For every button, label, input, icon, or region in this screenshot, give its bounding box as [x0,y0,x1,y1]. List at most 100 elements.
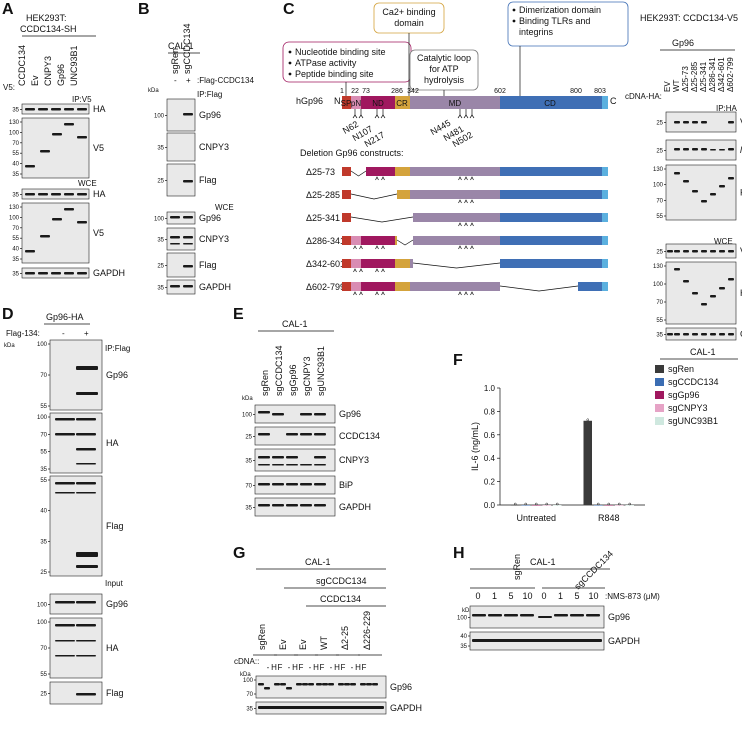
panel-d-band [76,392,98,395]
data-point [586,418,589,422]
panel-c2-antibody-label: V5 [740,117,742,127]
panel-g-kda: kDa [240,672,251,678]
panel-e-kda: kDa [242,396,253,402]
panel-g-band [350,683,356,686]
construct-segment [500,259,602,268]
panel-d-mw-tick: 100 [37,620,48,626]
panel-b-mw-tick: 100 [154,217,165,223]
callout-binding-line: Nucleotide binding site [295,47,386,57]
position-label: 602 [494,88,506,95]
panel-e-band [314,413,326,416]
panel-d-flag-prefix: Flag-134: [6,329,40,338]
panel-a-mw-tick: 130 [9,120,20,126]
panel-h-dose: 1 [558,591,563,601]
panel-a-band [51,108,61,111]
panel-g-band [360,683,366,686]
panel-c2-band [719,185,725,188]
construct-segment [602,282,608,291]
panel-h-band [504,614,518,617]
panel-d-band [76,601,96,604]
y-tick-label: 0.4 [484,454,496,463]
legend-title: CAL-1 [690,347,716,357]
construct-label: Δ25-73 [306,167,335,177]
construct-segment [395,167,410,176]
panel-c2-band [719,333,725,336]
panel-e-letter: E [233,306,244,323]
panel-g-group-label: Δ2-25 [340,626,350,650]
data-point [514,502,517,506]
panel-h-groups: sgRen sgCCDC134 [470,549,615,591]
glyco-mark-icon [381,268,385,273]
panel-a-band [77,108,87,111]
legend-swatch [655,417,664,425]
callout-dimer-line: Dimerization domain [519,5,601,15]
bullet-icon [512,8,516,12]
panel-a-mw-tick: 35 [12,193,19,199]
construct-segment [342,167,351,176]
panel-c2-band [728,333,734,336]
construct-segment [361,282,395,291]
panel-g-hf-label: H [292,663,298,672]
panel-a-mw-tick: 35 [12,272,19,278]
glyco-mark-icon [359,268,363,273]
panel-a-blot [21,202,90,264]
position-label: 342 [407,88,419,95]
domain-pn [351,96,361,109]
panel-g-mw-tick: 35 [246,707,253,713]
data-point [556,502,559,506]
construct-label: Δ25-285 [306,190,340,200]
panel-c2-blots: 25 V5 25 long exp. 130 100 70 55 HA 25 V5 130 100 70 5… [653,111,742,341]
panel-d-band [76,640,96,642]
panel-g-letter: G [233,545,245,562]
panel-h-band [554,614,568,617]
panel-a-lane-label: UNC93B1 [69,45,79,86]
panel-b-band [170,243,180,245]
panel-a-band [38,193,48,196]
domain-label: SP [341,99,352,108]
panel-a-band [64,123,74,126]
glyco-mark-icon [358,114,364,119]
panel-c2-mw-tick: 25 [656,149,663,155]
panel-b-antibody-label: Gp96 [199,110,221,120]
panel-e-band [314,433,326,436]
deletion-constructs: Δ25-73 Δ25-285 Δ25-341 Δ286-341 Δ342-601 Δ602… [306,167,608,296]
panel-c2-band [710,149,716,151]
panel-d-mw-tick: 40 [40,509,47,515]
panel-b-kda: kDa [148,88,159,94]
panel-b: B CAL-1 sgRen sgCCDC134 - + :Flag-CCDC134 … [138,1,254,295]
panel-a-mw-tick: 130 [9,205,20,211]
construct-segment [342,213,351,222]
panel-a-band [40,235,50,238]
panel-b-mw-tick: 35 [157,238,164,244]
panel-c2-mw-tick: 70 [656,300,663,306]
panel-a-mw-tick: 70 [12,226,19,232]
panel-c2-band [719,287,725,290]
panel-e-band [272,504,284,507]
panel-g-group-label: sgRen [257,624,267,650]
panel-g-band [280,683,286,686]
panel-b-lanes: sgRen sgCCDC134 [170,23,192,74]
panel-g-mw-tick: 100 [243,678,254,684]
panel-d-mw-tick: 70 [40,373,47,379]
domain-md [410,96,500,109]
panel-e-lane-label: sgRen [260,370,270,396]
callout-loop-line: Catalytic loop [417,53,471,63]
panel-d-mw-tick: 55 [40,450,47,456]
glycosylation-marks [352,109,475,119]
deletion-link [350,170,367,177]
panel-c2-blot [665,139,737,161]
construct-segment [397,190,410,199]
panel-c2-band [674,148,680,151]
deletion-link [499,285,579,292]
panel-e-band [258,411,270,414]
panel-g-band [286,687,292,690]
panel-g-group-label: Ev [278,639,288,650]
domain-end [602,96,608,109]
data-point [524,502,527,506]
panel-d-blot [49,475,103,577]
domain-sp [342,96,351,109]
construct-label: Δ342-601 [306,259,345,269]
panel-b-header: CAL-1 [168,41,194,51]
panel-c2-band [692,121,698,124]
